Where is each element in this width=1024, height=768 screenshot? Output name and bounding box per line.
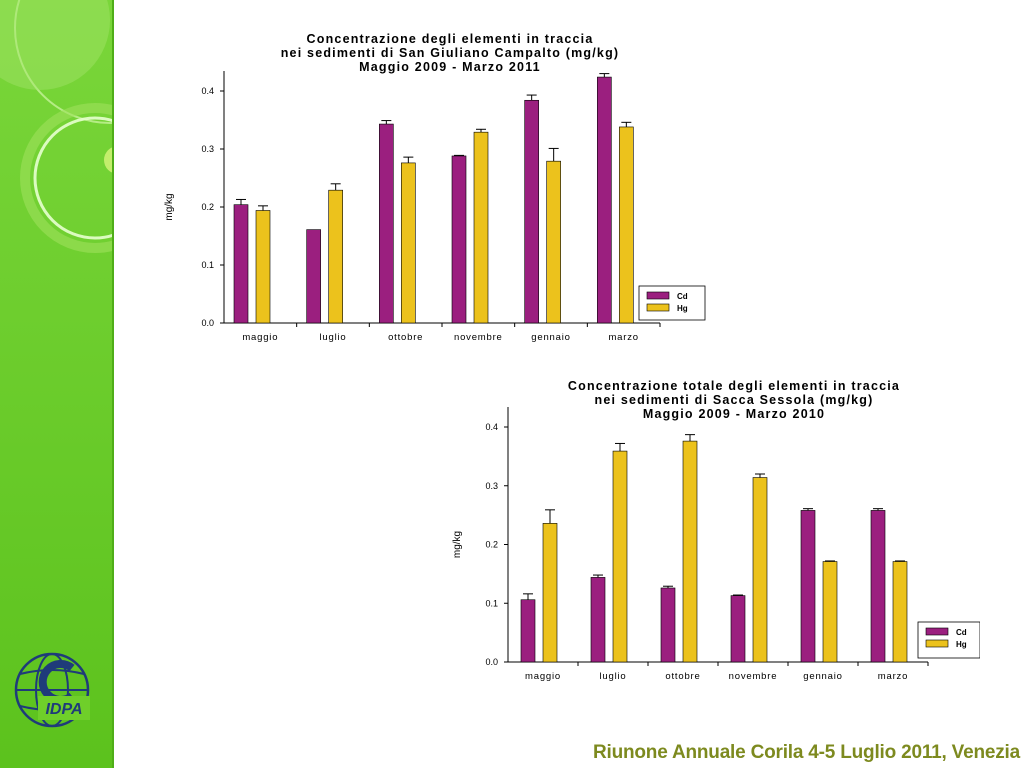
y-axis-label: mg/kg [452,531,463,558]
chart-title-line: nei sedimenti di Sacca Sessola (mg/kg) [594,393,873,407]
footer-text: Riunone Annuale Corila 4-5 Luglio 2011, … [592,742,1020,763]
y-tick-label: 0.3 [201,144,214,154]
y-tick-label: 0.4 [201,86,214,96]
bar-cd [524,99,539,324]
bar-hg [619,126,634,324]
y-tick-label: 0.3 [485,481,498,491]
category-label: marzo [608,332,638,343]
chart-san-giuliano: Concentrazione degli elementi in traccia… [164,32,706,343]
category-label: maggio [525,671,561,682]
y-tick-label: 0.2 [201,202,214,212]
legend-box [638,285,706,321]
category-label: luglio [320,332,347,343]
bar-cd [590,577,606,663]
legend: Cd Hg [638,285,706,321]
chart-title-line: Concentrazione degli elementi in traccia [307,32,594,46]
category-label: novembre [729,671,778,682]
chart-title-line: nei sedimenti di San Giuliano Campalto (… [281,46,620,60]
bar-hg [401,162,416,324]
category-label: maggio [242,332,278,343]
category-label: ottobre [665,671,700,682]
chart-title-line: Concentrazione totale degli elementi in … [568,379,900,393]
bar-hg [328,189,343,324]
chart-title-line: Maggio 2009 - Marzo 2011 [359,60,541,74]
bar-cd [597,76,612,324]
bar-hg [752,477,768,663]
legend-swatch-hg [925,639,949,648]
bar-hg [546,160,561,324]
legend-swatch-cd [646,291,670,300]
bar-cd [233,204,249,324]
bar-cd [870,510,886,663]
y-axis-label: mg/kg [164,193,175,220]
legend-label-cd: Cd [677,292,688,301]
bar-cd [730,595,746,663]
category-label: novembre [454,332,503,343]
category-label: gennaio [803,671,842,682]
y-tick-label: 0.4 [485,422,498,432]
y-tick-label: 0.0 [485,657,498,667]
legend-label-hg: Hg [677,304,688,313]
logo-text: IDPA [45,701,82,718]
bar-hg [682,440,698,663]
bar-hg [542,523,558,663]
bar-cd [660,587,676,663]
bar-cd [800,510,816,663]
bar-cd [306,229,321,324]
category-label: gennaio [531,332,570,343]
bar-hg [612,450,628,663]
sidebar-decoration [0,0,114,768]
chart-sacca-sessola: Concentrazione totale degli elementi in … [452,379,980,682]
category-label: ottobre [388,332,423,343]
bar-cd [451,155,467,324]
chart-title-line: Maggio 2009 - Marzo 2010 [643,407,825,421]
legend: Cd Hg [917,621,980,659]
idpa-logo: IDPA [14,652,90,728]
y-tick-label: 0.2 [485,540,498,550]
bar-cd [520,599,536,663]
bar-hg [892,561,908,663]
y-tick-label: 0.0 [201,318,214,328]
y-tick-label: 0.1 [485,598,498,608]
y-tick-label: 0.1 [201,260,214,270]
category-label: luglio [600,671,627,682]
legend-label-cd: Cd [956,628,967,637]
legend-label-hg: Hg [956,640,967,649]
bar-hg [255,210,271,324]
bar-hg [473,131,489,324]
category-label: marzo [878,671,908,682]
bar-cd [379,123,394,324]
bar-hg [822,561,838,663]
legend-swatch-cd [925,627,949,636]
legend-swatch-hg [646,303,670,312]
